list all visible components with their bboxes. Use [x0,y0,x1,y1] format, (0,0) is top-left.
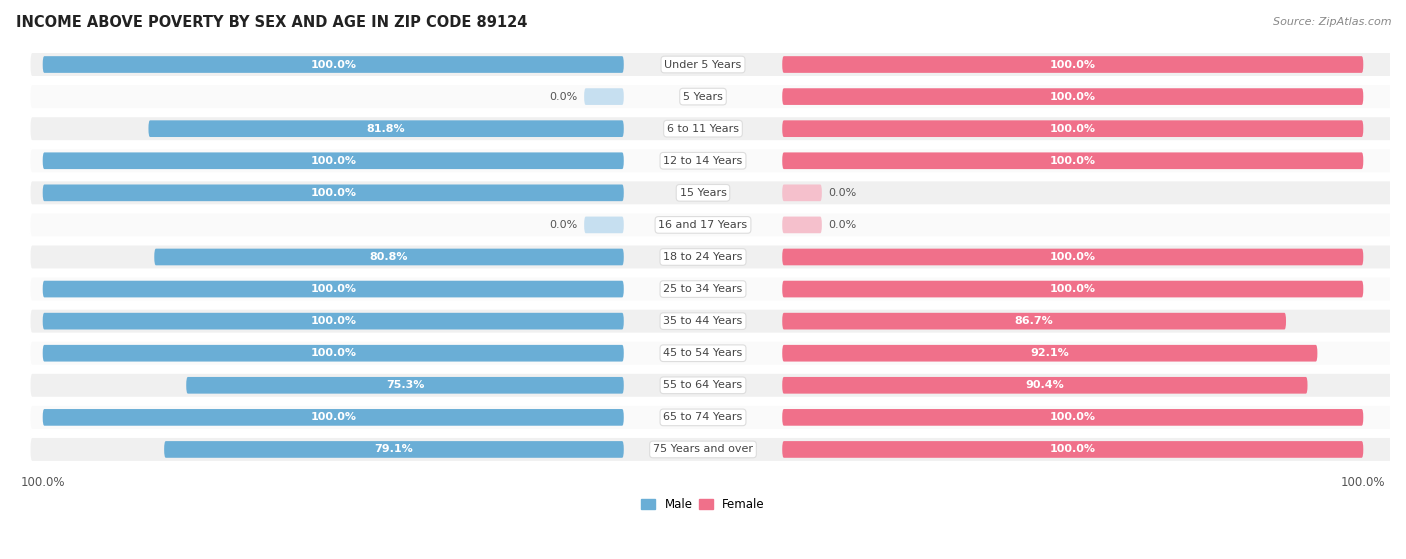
FancyBboxPatch shape [782,441,1364,458]
FancyBboxPatch shape [782,345,1317,362]
FancyBboxPatch shape [583,216,624,233]
Text: 75 Years and over: 75 Years and over [652,444,754,454]
Text: 0.0%: 0.0% [550,220,578,230]
Text: 100.0%: 100.0% [1050,124,1095,134]
Text: 100.0%: 100.0% [1050,252,1095,262]
Text: 100.0%: 100.0% [1050,156,1095,166]
FancyBboxPatch shape [30,84,1403,109]
FancyBboxPatch shape [30,148,1403,173]
FancyBboxPatch shape [782,184,823,201]
FancyBboxPatch shape [782,216,823,233]
FancyBboxPatch shape [30,181,1403,205]
FancyBboxPatch shape [42,345,624,362]
Text: 100.0%: 100.0% [311,188,356,198]
Text: 81.8%: 81.8% [367,124,405,134]
FancyBboxPatch shape [155,249,624,266]
FancyBboxPatch shape [782,409,1364,426]
FancyBboxPatch shape [42,409,624,426]
Text: Under 5 Years: Under 5 Years [665,59,741,69]
FancyBboxPatch shape [782,153,1364,169]
FancyBboxPatch shape [149,120,624,137]
Text: 25 to 34 Years: 25 to 34 Years [664,284,742,294]
FancyBboxPatch shape [165,441,624,458]
Text: 80.8%: 80.8% [370,252,408,262]
Text: 100.0%: 100.0% [311,284,356,294]
Text: 35 to 44 Years: 35 to 44 Years [664,316,742,326]
Text: 0.0%: 0.0% [550,92,578,102]
FancyBboxPatch shape [30,373,1403,398]
FancyBboxPatch shape [30,309,1403,334]
FancyBboxPatch shape [782,88,1364,105]
FancyBboxPatch shape [42,153,624,169]
Text: 15 Years: 15 Years [679,188,727,198]
Text: 100.0%: 100.0% [1050,59,1095,69]
Text: INCOME ABOVE POVERTY BY SEX AND AGE IN ZIP CODE 89124: INCOME ABOVE POVERTY BY SEX AND AGE IN Z… [17,15,527,30]
Text: 100.0%: 100.0% [1050,413,1095,423]
Text: 75.3%: 75.3% [385,380,425,390]
FancyBboxPatch shape [30,244,1403,269]
Text: 6 to 11 Years: 6 to 11 Years [666,124,740,134]
Legend: Male, Female: Male, Female [637,493,769,515]
FancyBboxPatch shape [782,313,1286,329]
Text: 100.0%: 100.0% [1050,92,1095,102]
FancyBboxPatch shape [42,313,624,329]
Text: 12 to 14 Years: 12 to 14 Years [664,156,742,166]
Text: 92.1%: 92.1% [1031,348,1069,358]
FancyBboxPatch shape [186,377,624,394]
FancyBboxPatch shape [42,56,624,73]
Text: 65 to 74 Years: 65 to 74 Years [664,413,742,423]
FancyBboxPatch shape [30,52,1403,77]
Text: 90.4%: 90.4% [1025,380,1064,390]
Text: 100.0%: 100.0% [311,156,356,166]
Text: 79.1%: 79.1% [374,444,413,454]
Text: 100.0%: 100.0% [311,348,356,358]
Text: 100.0%: 100.0% [1050,444,1095,454]
Text: 55 to 64 Years: 55 to 64 Years [664,380,742,390]
FancyBboxPatch shape [782,281,1364,297]
Text: 18 to 24 Years: 18 to 24 Years [664,252,742,262]
Text: 0.0%: 0.0% [828,220,856,230]
Text: 100.0%: 100.0% [311,59,356,69]
Text: Source: ZipAtlas.com: Source: ZipAtlas.com [1274,17,1392,27]
FancyBboxPatch shape [30,277,1403,301]
Text: 100.0%: 100.0% [311,413,356,423]
Text: 16 and 17 Years: 16 and 17 Years [658,220,748,230]
FancyBboxPatch shape [782,120,1364,137]
FancyBboxPatch shape [782,249,1364,266]
FancyBboxPatch shape [42,281,624,297]
FancyBboxPatch shape [30,340,1403,366]
FancyBboxPatch shape [30,437,1403,462]
FancyBboxPatch shape [583,88,624,105]
FancyBboxPatch shape [42,184,624,201]
FancyBboxPatch shape [782,56,1364,73]
Text: 5 Years: 5 Years [683,92,723,102]
Text: 100.0%: 100.0% [311,316,356,326]
Text: 100.0%: 100.0% [1050,284,1095,294]
FancyBboxPatch shape [30,116,1403,141]
Text: 0.0%: 0.0% [828,188,856,198]
Text: 86.7%: 86.7% [1015,316,1053,326]
FancyBboxPatch shape [30,405,1403,430]
FancyBboxPatch shape [782,377,1308,394]
FancyBboxPatch shape [30,212,1403,238]
Text: 45 to 54 Years: 45 to 54 Years [664,348,742,358]
